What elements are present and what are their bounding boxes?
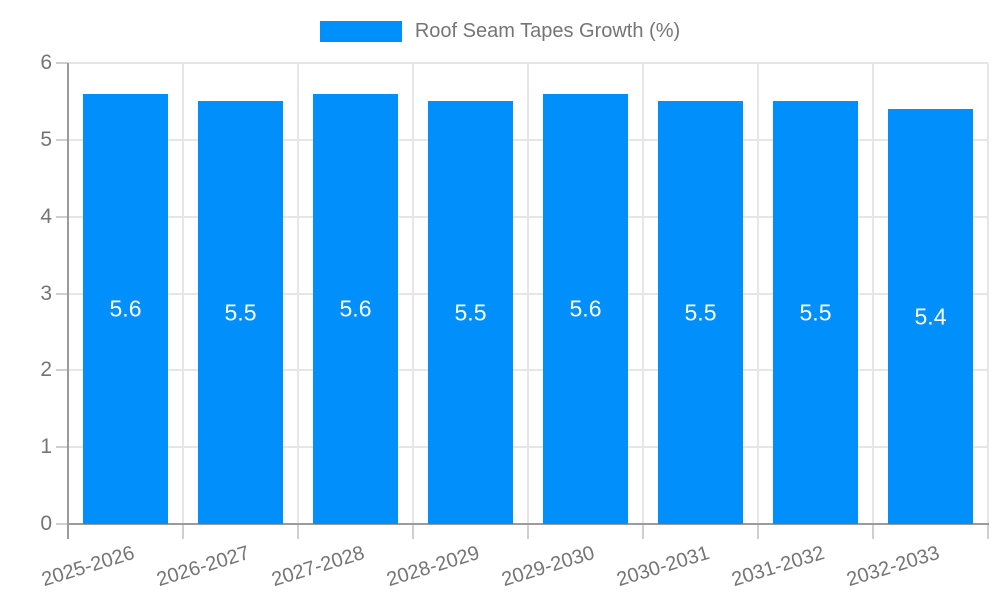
x-axis-tick-label: 2025-2026 bbox=[39, 542, 137, 592]
gridline-vertical bbox=[297, 63, 299, 524]
bar bbox=[313, 93, 398, 524]
bar bbox=[658, 101, 743, 524]
y-axis-tick-label: 2 bbox=[40, 358, 52, 382]
bar-value-label: 5.5 bbox=[454, 299, 487, 326]
bar bbox=[543, 93, 628, 524]
bar-value-label: 5.5 bbox=[799, 299, 832, 326]
legend-swatch bbox=[319, 21, 402, 42]
x-axis-tick-label: 2028-2029 bbox=[384, 542, 482, 592]
x-axis-tick bbox=[182, 524, 184, 539]
y-axis-tick-label: 0 bbox=[40, 512, 52, 535]
x-axis-tick bbox=[412, 524, 414, 539]
gridline-vertical bbox=[182, 63, 184, 524]
gridline-vertical bbox=[757, 63, 759, 524]
gridline-vertical bbox=[642, 63, 644, 524]
bar-value-label: 5.4 bbox=[914, 303, 947, 330]
bar bbox=[428, 101, 513, 524]
y-axis-tick bbox=[56, 446, 68, 449]
y-axis-tick bbox=[56, 369, 68, 372]
chart-legend: Roof Seam Tapes Growth (%) bbox=[0, 20, 1000, 43]
y-axis-tick-label: 5 bbox=[40, 127, 52, 151]
y-axis-tick-label: 3 bbox=[40, 281, 52, 305]
y-axis-tick bbox=[56, 292, 68, 295]
bar-value-label: 5.5 bbox=[684, 299, 717, 326]
y-axis-tick bbox=[56, 523, 68, 525]
x-axis-tick-label: 2027-2028 bbox=[269, 542, 367, 592]
x-axis-tick bbox=[642, 524, 644, 539]
x-axis-tick bbox=[872, 524, 874, 539]
y-axis-tick-label: 6 bbox=[40, 51, 52, 74]
y-axis-tick-label: 4 bbox=[40, 204, 52, 228]
y-axis-line bbox=[67, 63, 69, 539]
bar-value-label: 5.6 bbox=[109, 295, 142, 322]
gridline-vertical bbox=[872, 63, 874, 524]
y-axis-tick bbox=[56, 62, 68, 64]
gridline-vertical bbox=[527, 63, 529, 524]
y-axis-tick-label: 1 bbox=[40, 435, 52, 459]
legend-label: Roof Seam Tapes Growth (%) bbox=[414, 20, 681, 42]
gridline-vertical bbox=[412, 63, 414, 524]
y-axis-tick bbox=[56, 138, 68, 141]
bar-value-label: 5.6 bbox=[339, 295, 372, 322]
gridline-vertical bbox=[987, 63, 989, 524]
x-axis-tick-label: 2030-2031 bbox=[614, 542, 712, 592]
bar bbox=[888, 109, 973, 524]
y-axis-tick bbox=[56, 215, 68, 218]
x-axis-tick-label: 2031-2032 bbox=[729, 542, 827, 592]
bar-value-label: 5.5 bbox=[224, 299, 257, 326]
x-axis-tick bbox=[527, 524, 529, 539]
x-axis-tick-label: 2026-2027 bbox=[154, 542, 252, 592]
x-axis-line bbox=[67, 523, 989, 525]
bar bbox=[83, 93, 168, 524]
bar-value-label: 5.6 bbox=[569, 295, 602, 322]
x-axis-tick-label: 2032-2033 bbox=[844, 542, 942, 592]
bar bbox=[773, 101, 858, 524]
x-axis-tick bbox=[757, 524, 759, 539]
bar bbox=[198, 101, 283, 524]
x-axis-tick bbox=[987, 524, 989, 539]
x-axis-tick bbox=[297, 524, 299, 539]
x-axis-tick-label: 2029-2030 bbox=[499, 542, 597, 592]
